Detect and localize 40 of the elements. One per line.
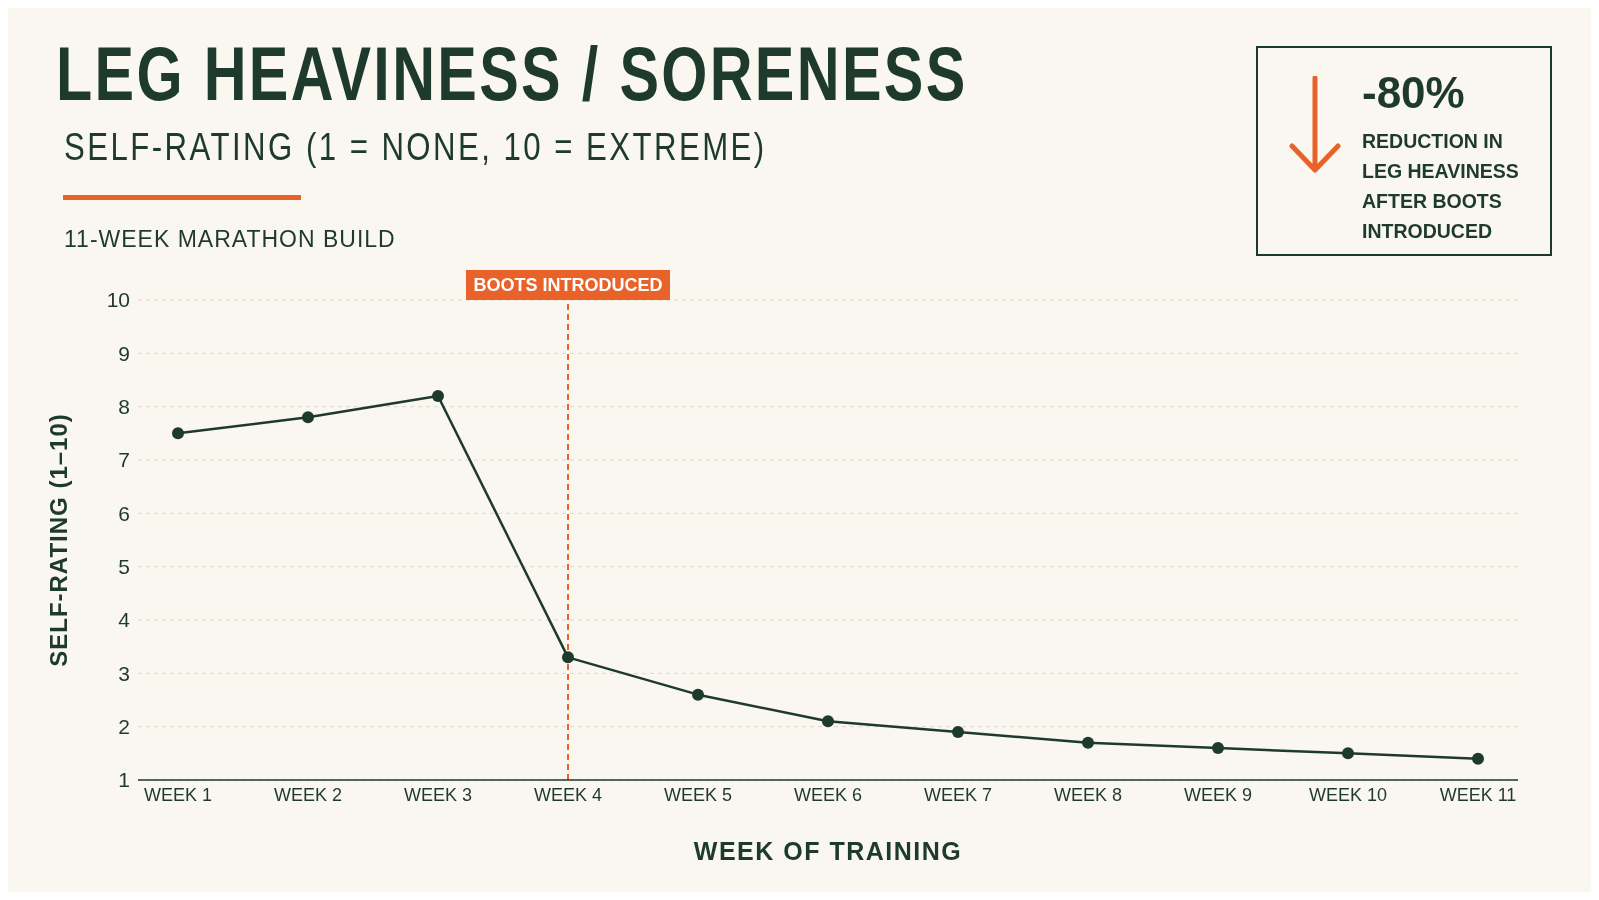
point [952, 726, 964, 738]
x-axis-title: WEEK OF TRAINING [693, 837, 963, 865]
y-tick-label: 1 [118, 768, 130, 792]
point [1472, 752, 1484, 765]
text: 11-WEEK MARATHON BUILD [64, 226, 396, 253]
point [302, 411, 314, 424]
y-tick-label: 4 [118, 608, 131, 632]
point [432, 390, 444, 402]
text: REDUCTION IN LEG HEAVINESS AFTER BOOTS INTRODUCED [1362, 129, 1520, 244]
x-tick-label: WEEK 9 [1183, 784, 1253, 805]
y-tick-label: 2 [118, 715, 130, 739]
x-tick-label: WEEK 4 [533, 784, 603, 805]
point [562, 651, 574, 664]
x-tick-label: WEEK 1 [143, 784, 213, 805]
y-axis-title: SELF-RATING (1–10) [44, 413, 72, 667]
y-tick-label: 9 [118, 341, 130, 365]
x-tick-label: WEEK 10 [1308, 784, 1388, 805]
x-tick-label: WEEK 5 [663, 784, 733, 805]
ref-line-label: BOOTS INTRODUCED [473, 275, 663, 295]
y-tick-label: 7 [118, 448, 130, 472]
x-tick-label: WEEK 11 [1439, 784, 1517, 805]
point [692, 688, 704, 701]
chart-subtitle: SELF-RATING (1 = NONE, 10 = EXTREME) [64, 126, 767, 169]
x-tick-label: WEEK 7 [923, 784, 993, 805]
y-tick-label: 6 [118, 501, 130, 525]
x-tick-label: WEEK 8 [1053, 784, 1123, 805]
x-tick-label: WEEK 2 [273, 784, 343, 805]
x-tick-label: WEEK 6 [793, 784, 863, 805]
point [172, 427, 184, 440]
point [1212, 742, 1224, 754]
point [1342, 747, 1354, 760]
chart-title: LEG HEAVINESS / SORENESS [56, 30, 968, 117]
y-tick-label: 8 [118, 395, 130, 419]
x-tick-label: WEEK 3 [403, 784, 473, 805]
y-tick-label: 5 [118, 555, 130, 579]
point [1082, 736, 1094, 749]
y-tick-label: 3 [118, 661, 130, 685]
point [822, 715, 834, 728]
y-tick-label: 10 [106, 288, 130, 312]
text: -80% [1362, 68, 1465, 118]
